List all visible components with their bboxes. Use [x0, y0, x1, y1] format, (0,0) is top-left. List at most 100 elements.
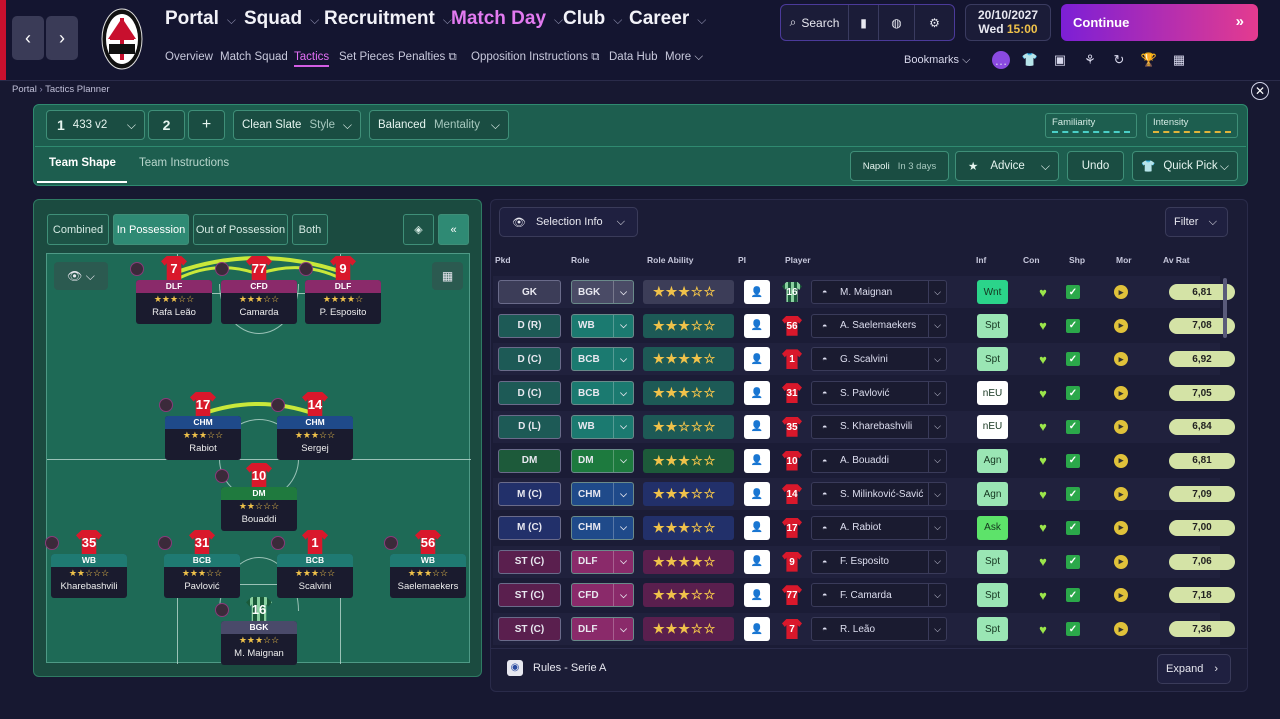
forward-button[interactable]: ›	[46, 16, 78, 60]
tab-team-instructions[interactable]: Team Instructions	[139, 157, 230, 169]
col-header-shp[interactable]: Shp	[1069, 255, 1086, 265]
bookmarks-menu[interactable]: Bookmarks ⌵	[904, 54, 971, 66]
nav-club[interactable]: Club ⌵	[563, 8, 623, 29]
nav-squad[interactable]: Squad ⌵	[244, 8, 320, 29]
subnav-penalties[interactable]: Penalties ⧉	[398, 51, 457, 63]
role-select[interactable]: BCB ⌵	[571, 347, 634, 372]
role-select[interactable]: WB ⌵	[571, 414, 634, 439]
col-header-mor[interactable]: Mor	[1116, 255, 1132, 265]
player-instructions-button[interactable]: 👤	[744, 280, 770, 304]
player-instructions-button[interactable]: 👤	[744, 347, 770, 372]
table-row[interactable]: M (C) CHM ⌵ ★★★☆☆ 👤 17 ◓ A. Rabiot ⌵ Ask ♥ …	[493, 511, 1235, 544]
player-instructions-button[interactable]: 👤	[744, 381, 770, 406]
player-select[interactable]: ◓ G. Scalvini ⌵	[811, 347, 947, 372]
player-instructions-button[interactable]: 👤	[744, 617, 770, 641]
subnav-tactics[interactable]: Tactics	[294, 51, 330, 67]
chat-icon[interactable]: …	[992, 51, 1010, 69]
position-cell[interactable]: ST (C)	[498, 617, 561, 641]
pitch-player[interactable]: 7 DLF ★★★☆☆ Rafa Leão	[130, 256, 212, 324]
next-match-info[interactable]: Napoli In 3 days	[850, 151, 949, 181]
nav-portal[interactable]: Portal ⌵	[165, 8, 236, 29]
tab-both[interactable]: Both	[292, 214, 328, 245]
selection-info-select[interactable]: 👁 Selection Info ⌵	[499, 207, 638, 237]
pitch-player[interactable]: 31 BCB ★★★☆☆ Pavlović	[158, 530, 240, 598]
nav-recruitment[interactable]: Recruitment ⌵	[324, 8, 452, 29]
settings-button[interactable]: ⚙	[915, 5, 954, 40]
collapse-panel-button[interactable]: «	[438, 214, 469, 245]
position-cell[interactable]: M (C)	[498, 482, 561, 507]
advice-button[interactable]: ★ Advice ⌵	[955, 151, 1059, 181]
subnav-opposition-instructions[interactable]: Opposition Instructions ⧉	[471, 51, 600, 63]
player-instructions-button[interactable]: 👤	[744, 515, 770, 540]
undo-button[interactable]: Undo	[1067, 151, 1124, 181]
col-header-av-rat[interactable]: Av Rat	[1163, 255, 1190, 265]
position-cell[interactable]: DM	[498, 448, 561, 473]
pitch-player[interactable]: 17 CHM ★★★☆☆ Rabiot	[159, 392, 241, 460]
tactic-slot-2[interactable]: 2	[148, 110, 185, 140]
player-select[interactable]: ◓ A. Saelemaekers ⌵	[811, 313, 947, 338]
role-select[interactable]: CHM ⌵	[571, 515, 634, 540]
col-header-inf[interactable]: Inf	[976, 255, 987, 265]
table-row[interactable]: D (R) WB ⌵ ★★★☆☆ 👤 56 ◓ A. Saelemaekers ⌵ S…	[493, 309, 1235, 342]
nav-match-day[interactable]: Match Day ⌵	[451, 8, 564, 29]
col-header-role-ability[interactable]: Role Ability	[647, 255, 694, 265]
position-cell[interactable]: D (C)	[498, 347, 561, 372]
role-select[interactable]: DM ⌵	[571, 448, 634, 473]
role-select[interactable]: DLF ⌵	[571, 549, 634, 574]
style-select[interactable]: Clean Slate Style ⌵	[233, 110, 361, 140]
pitch-player[interactable]: 16 BGK ★★★☆☆ M. Maignan	[215, 597, 297, 665]
subnav-more[interactable]: More ⌵	[665, 51, 704, 63]
position-cell[interactable]: M (C)	[498, 515, 561, 540]
player-select[interactable]: ◓ R. Leão ⌵	[811, 617, 947, 641]
col-header-pkd[interactable]: Pkd	[495, 255, 511, 265]
player-select[interactable]: ◓ S. Milinković-Savić ⌵	[811, 482, 947, 507]
role-select[interactable]: DLF ⌵	[571, 617, 634, 641]
trophy-icon[interactable]: 🏆	[1140, 52, 1158, 67]
player-instructions-button[interactable]: 👤	[744, 414, 770, 439]
filter-button[interactable]: Filter ⌵	[1165, 207, 1228, 237]
position-cell[interactable]: GK	[498, 280, 561, 304]
breadcrumb-portal[interactable]: Portal	[12, 84, 37, 95]
notes-icon[interactable]: ▣	[1053, 52, 1067, 67]
tab-combined[interactable]: Combined	[47, 214, 109, 245]
refresh-icon[interactable]: ↻	[1113, 52, 1125, 67]
player-instructions-button[interactable]: 👤	[744, 313, 770, 338]
role-select[interactable]: CHM ⌵	[571, 482, 634, 507]
subnav-set-pieces[interactable]: Set Pieces	[339, 51, 394, 63]
player-select[interactable]: ◓ A. Bouaddi ⌵	[811, 448, 947, 473]
role-select[interactable]: BGK ⌵	[571, 280, 634, 304]
add-tactic-button[interactable]: +	[188, 110, 225, 140]
mentality-select[interactable]: Balanced Mentality ⌵	[369, 110, 509, 140]
table-scrollbar[interactable]	[1223, 278, 1227, 338]
calendar-icon[interactable]: ▦	[1172, 52, 1186, 67]
player-select[interactable]: ◓ A. Rabiot ⌵	[811, 515, 947, 540]
intensity-meter[interactable]: Intensity	[1146, 113, 1238, 138]
pitch-player[interactable]: 56 WB ★★★☆☆ Saelemaekers	[384, 530, 466, 598]
table-row[interactable]: D (C) BCB ⌵ ★★★★☆ 👤 1 ◓ G. Scalvini ⌵ Spt ♥…	[493, 343, 1235, 376]
subnav-match-squad[interactable]: Match Squad	[220, 51, 288, 63]
shirt-icon[interactable]: 👕	[1021, 52, 1039, 67]
table-row[interactable]: D (C) BCB ⌵ ★★★☆☆ 👤 31 ◓ S. Pavlović ⌵ nEU …	[493, 377, 1235, 410]
role-select[interactable]: BCB ⌵	[571, 381, 634, 406]
player-instructions-button[interactable]: 👤	[744, 549, 770, 574]
nav-career[interactable]: Career ⌵	[629, 8, 707, 29]
pitch-player[interactable]: 9 DLF ★★★★☆ P. Esposito	[299, 256, 381, 324]
col-header-role[interactable]: Role	[571, 255, 590, 265]
role-select[interactable]: WB ⌵	[571, 313, 634, 338]
position-cell[interactable]: ST (C)	[498, 549, 561, 574]
table-row[interactable]: M (C) CHM ⌵ ★★★☆☆ 👤 14 ◓ S. Milinković-Sav…	[493, 478, 1235, 511]
player-instructions-button[interactable]: 👤	[744, 448, 770, 473]
tab-in-possession[interactable]: In Possession	[113, 214, 189, 245]
back-button[interactable]: ‹	[12, 16, 44, 60]
pitch-player[interactable]: 77 CFD ★★★☆☆ Camarda	[215, 256, 297, 324]
player-select[interactable]: ◓ F. Esposito ⌵	[811, 549, 947, 574]
position-cell[interactable]: ST (C)	[498, 583, 561, 608]
subnav-overview[interactable]: Overview	[165, 51, 213, 63]
subnav-data-hub[interactable]: Data Hub	[609, 51, 658, 63]
role-select[interactable]: CFD ⌵	[571, 583, 634, 608]
hierarchy-icon[interactable]: ⚘	[1084, 52, 1096, 67]
table-row[interactable]: GK BGK ⌵ ★★★☆☆ 👤 16 ◓ M. Maignan ⌵ Wnt ♥ ✓ …	[493, 276, 1235, 308]
expand-button[interactable]: Expand ›	[1157, 654, 1231, 684]
pitch-player[interactable]: 35 WB ★★☆☆☆ Kharebashvili	[45, 530, 127, 598]
close-button[interactable]: ✕	[1251, 82, 1269, 100]
